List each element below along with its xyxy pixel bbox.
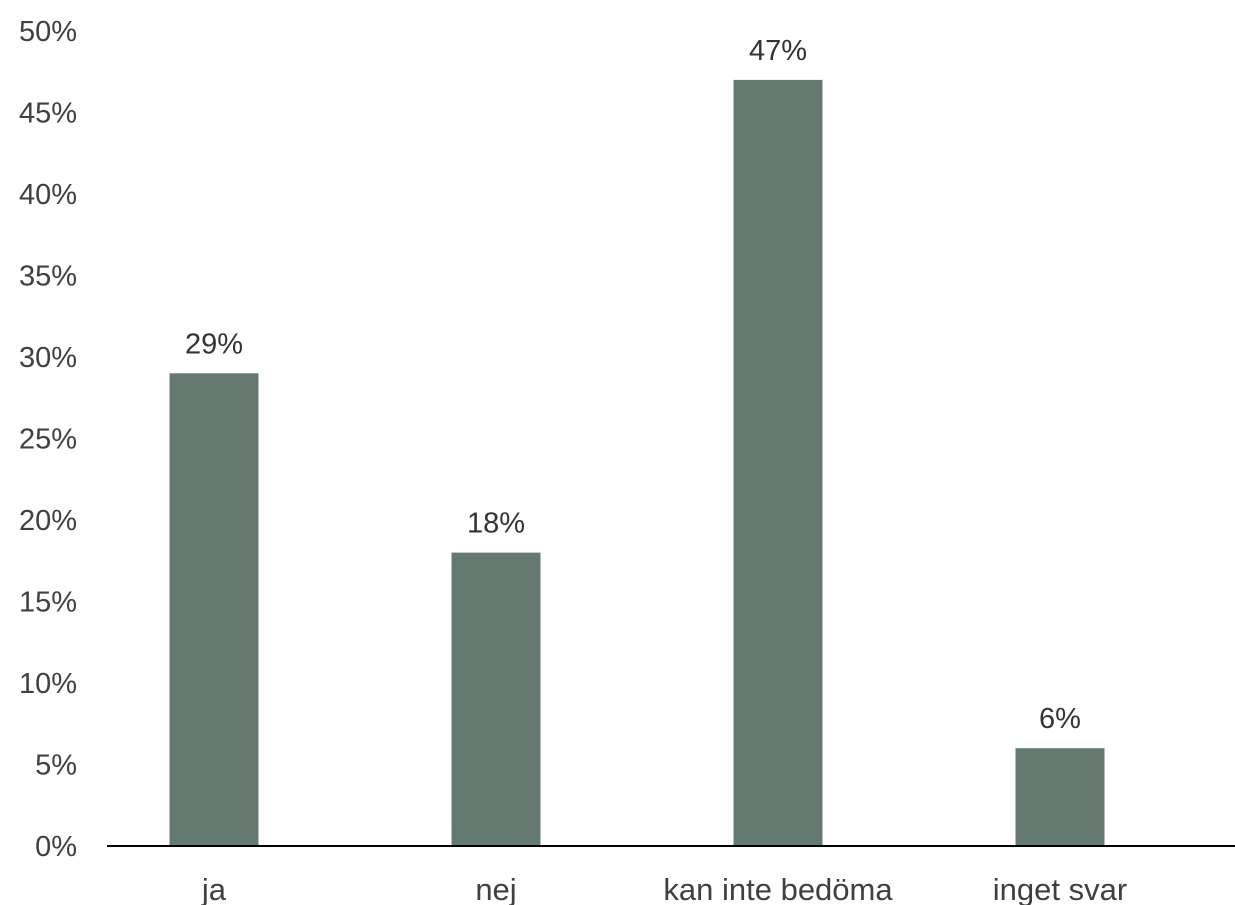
bar xyxy=(733,79,823,846)
y-tick-label: 50% xyxy=(19,16,77,48)
bar xyxy=(1015,748,1105,846)
y-axis-tick-labels: 0% 5% 10% 15% 20% 25% 30% 35% 40% 45% 50% xyxy=(19,16,77,863)
bar xyxy=(451,552,541,846)
bar xyxy=(169,373,259,846)
y-tick-label: 5% xyxy=(35,750,77,782)
x-category-label: nej xyxy=(475,872,516,905)
y-tick-label: 0% xyxy=(35,831,77,863)
bar-value-label: 18% xyxy=(467,508,525,540)
bar-value-label: 47% xyxy=(749,35,807,67)
x-category-label: inget svar xyxy=(993,872,1127,905)
x-axis-category-labels: ja nej kan inte bedöma inget svar xyxy=(201,872,1127,905)
bar-value-label: 6% xyxy=(1039,703,1081,735)
y-tick-label: 35% xyxy=(19,261,77,293)
y-tick-label: 10% xyxy=(19,668,77,700)
bars xyxy=(169,79,1105,846)
y-tick-label: 45% xyxy=(19,98,77,130)
y-tick-label: 30% xyxy=(19,342,77,374)
bar-value-label: 29% xyxy=(185,328,243,360)
x-category-label: kan inte bedöma xyxy=(663,872,893,905)
y-tick-label: 20% xyxy=(19,505,77,537)
y-tick-label: 15% xyxy=(19,587,77,619)
data-labels: 29% 18% 47% 6% xyxy=(185,35,1081,735)
y-tick-label: 40% xyxy=(19,179,77,211)
y-tick-label: 25% xyxy=(19,424,77,456)
x-category-label: ja xyxy=(201,872,227,905)
